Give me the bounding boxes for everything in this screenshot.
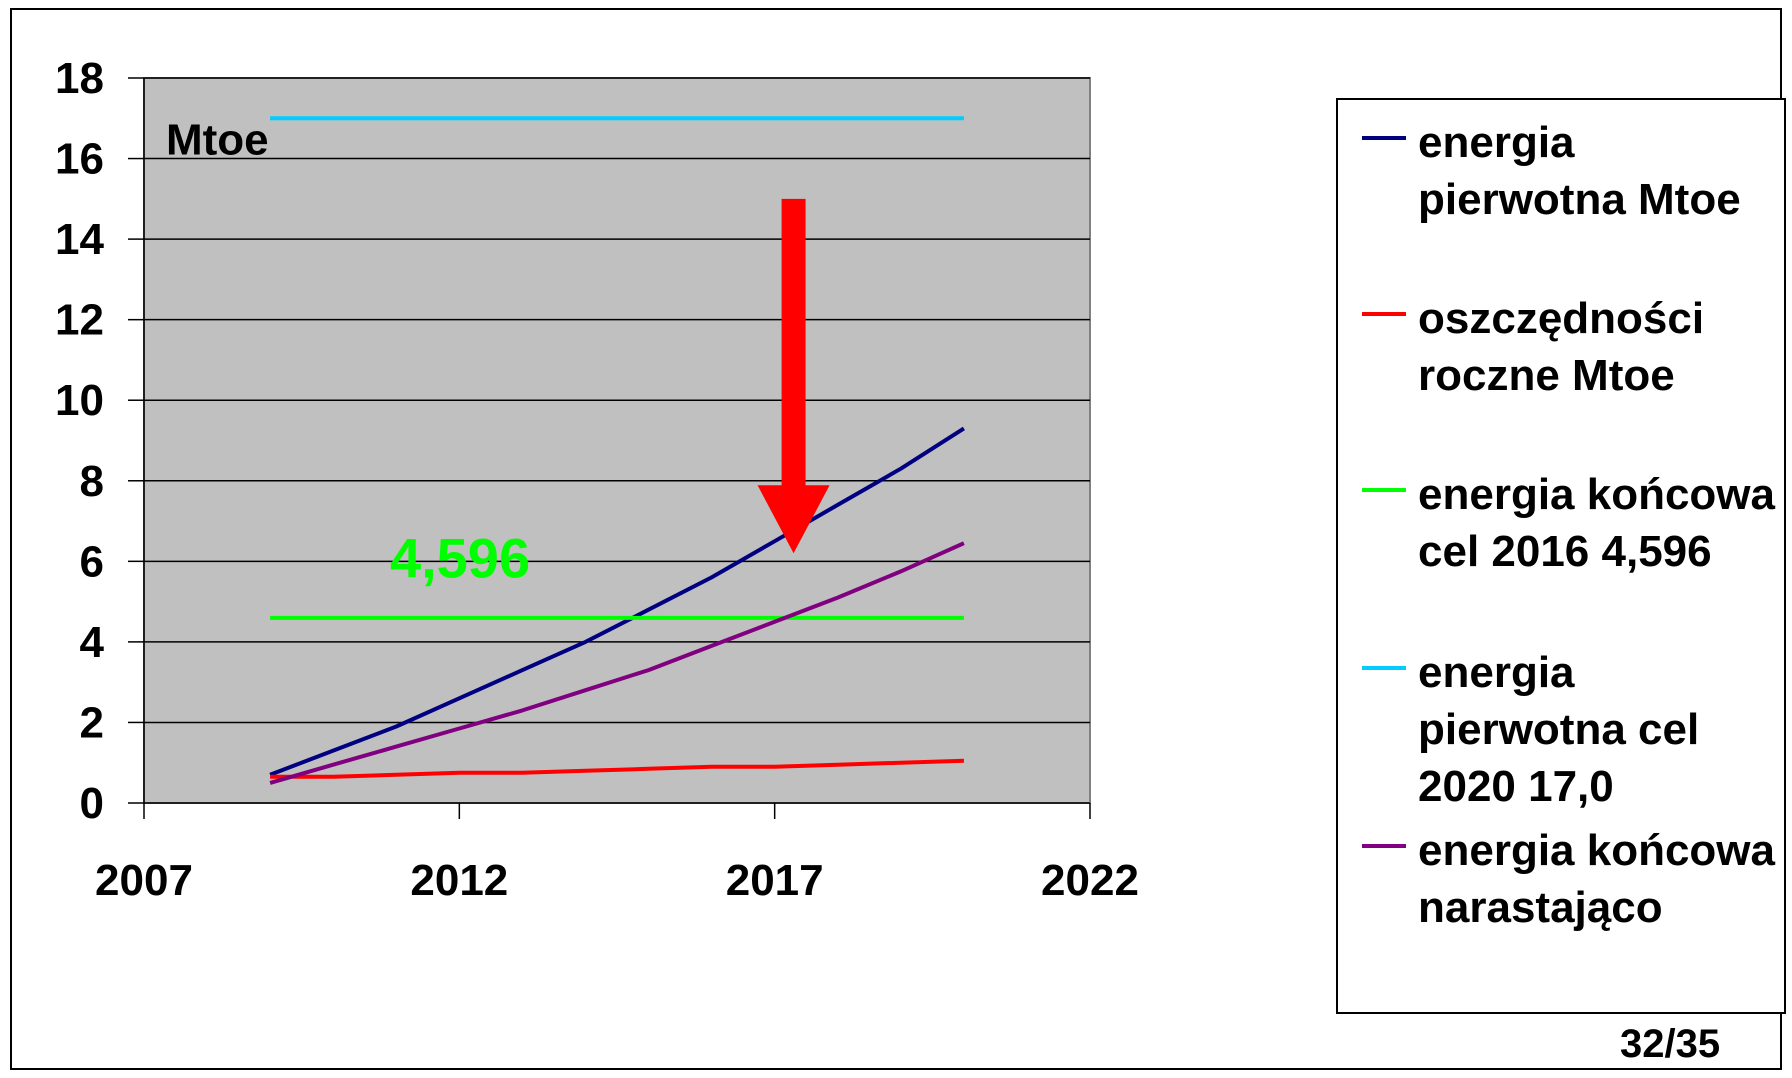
series-line-1: [270, 758, 964, 779]
axes: [143, 78, 1090, 804]
y-tick-label-3: 6: [80, 537, 104, 586]
down-arrow: [757, 198, 830, 554]
x-tick-label-3: 2022: [1041, 856, 1139, 905]
y-tick-label-1: 2: [80, 698, 104, 747]
legend-swatch-0: [1362, 136, 1406, 140]
x-tick-labels: 2007 2012 2017 2022: [95, 803, 1139, 905]
legend-swatch-1: [1362, 312, 1406, 316]
legend-label-2: energia końcowa cel 2016 4,596: [1418, 470, 1776, 576]
x-tick-label-1: 2012: [410, 856, 508, 905]
legend-label-1: oszczędności roczne Mtoe: [1418, 294, 1705, 400]
legend-label-0: energia pierwotna Mtoe: [1418, 118, 1741, 224]
legend-swatch-2: [1362, 488, 1406, 492]
y-tick-label-9: 18: [55, 54, 104, 103]
y-tick-label-0: 0: [80, 779, 104, 828]
legend-swatch-4: [1362, 844, 1406, 848]
unit-label: Mtoe: [166, 116, 269, 165]
series-lines: [269, 116, 965, 785]
y-tick-label-7: 14: [55, 215, 104, 264]
y-tick-label-2: 4: [80, 618, 105, 667]
gridlines: [128, 77, 1090, 804]
legend: energia pierwotna Mtoe oszczędności rocz…: [1336, 98, 1786, 1014]
y-tick-label-8: 16: [55, 135, 104, 184]
series-line-0: [269, 426, 965, 777]
page-number: 32/35: [1620, 1022, 1721, 1066]
series-line-4: [269, 541, 965, 785]
target-value-annotation: 4,596: [390, 526, 530, 589]
x-tick-label-2: 2017: [726, 856, 824, 905]
y-tick-label-6: 12: [55, 296, 104, 345]
legend-label-3: energia pierwotna cel 2020 17,0: [1418, 648, 1700, 811]
legend-label-4: energia końcowa narastająco: [1418, 826, 1776, 932]
legend-swatch-3: [1362, 666, 1406, 670]
y-tick-label-5: 10: [55, 376, 104, 425]
x-tick-label-0: 2007: [95, 856, 193, 905]
arrow-shape: [757, 198, 830, 554]
y-tick-labels: 0 2 4 6 8 10 12 14 16 18: [55, 54, 104, 828]
y-tick-label-4: 8: [80, 457, 104, 506]
